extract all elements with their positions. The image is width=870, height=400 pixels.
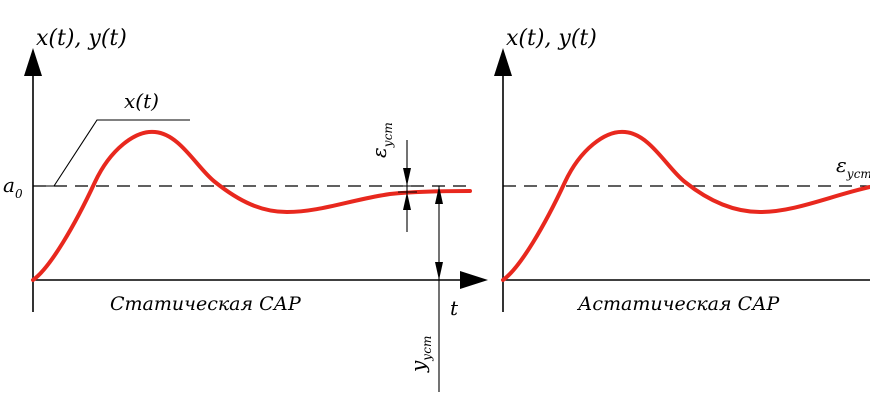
right-error-label: εуст (836, 153, 870, 181)
astatic-system-panel: x(t), y(t) εуст Астатическая САР (494, 26, 870, 315)
y-ust-arrow-down (435, 262, 443, 280)
left-caption: Статическая САР (110, 293, 302, 315)
error-arrow-up (403, 192, 411, 210)
y-ust-label: yуст (406, 336, 434, 373)
curve-label-leader (53, 119, 190, 187)
right-y-axis-title: x(t), y(t) (506, 26, 597, 51)
y-ust-arrow-up (435, 186, 443, 204)
left-y-axis-title: x(t), y(t) (36, 26, 127, 51)
right-response-curve (501, 129, 870, 282)
left-x-axis-arrowhead (460, 271, 488, 289)
left-response-curve (31, 129, 472, 282)
error-arrow-down (403, 168, 411, 186)
curve-label: x(t) (124, 89, 159, 113)
right-y-axis-arrowhead (494, 48, 512, 76)
left-x-axis-label: t (450, 296, 459, 320)
level-label: a0 (3, 173, 23, 201)
left-error-label: εуст (367, 122, 395, 158)
static-system-panel: x(t), y(t) t a0 x(t) εуст yуст Ст (3, 26, 488, 392)
left-y-axis-arrowhead (24, 48, 42, 76)
right-caption: Астатическая САР (576, 293, 781, 315)
